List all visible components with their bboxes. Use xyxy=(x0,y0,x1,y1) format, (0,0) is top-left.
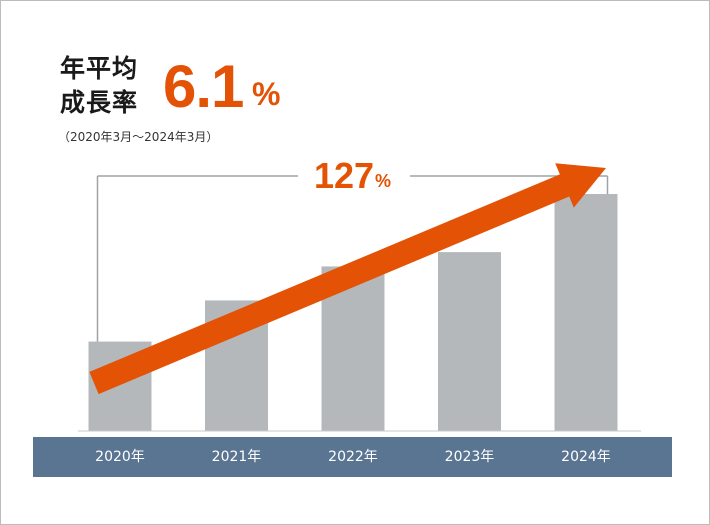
growth-value: 127 xyxy=(314,155,375,196)
growth-unit: % xyxy=(375,171,392,191)
growth-arrow xyxy=(89,163,606,395)
x-tick-label: 2020年 xyxy=(95,449,145,465)
cagr-unit: % xyxy=(252,76,281,112)
cagr-title: 年平均 成長率 xyxy=(60,52,138,120)
x-tick-label: 2023年 xyxy=(444,449,495,465)
cagr-title-line-2: 成長率 xyxy=(60,88,139,117)
x-tick-label: 2022年 xyxy=(328,449,378,465)
bars-group xyxy=(88,194,618,431)
bar-5 xyxy=(554,194,618,431)
bar-4 xyxy=(438,252,501,431)
cagr-value: 6.1 xyxy=(163,53,244,120)
period-note: （2020年3月～2024年3月） xyxy=(58,130,219,144)
cagr-title-line-1: 年平均 xyxy=(60,54,139,83)
x-tick-label: 2024年 xyxy=(561,449,611,465)
x-axis-band xyxy=(33,437,672,477)
x-tick-label: 2021年 xyxy=(211,449,262,465)
